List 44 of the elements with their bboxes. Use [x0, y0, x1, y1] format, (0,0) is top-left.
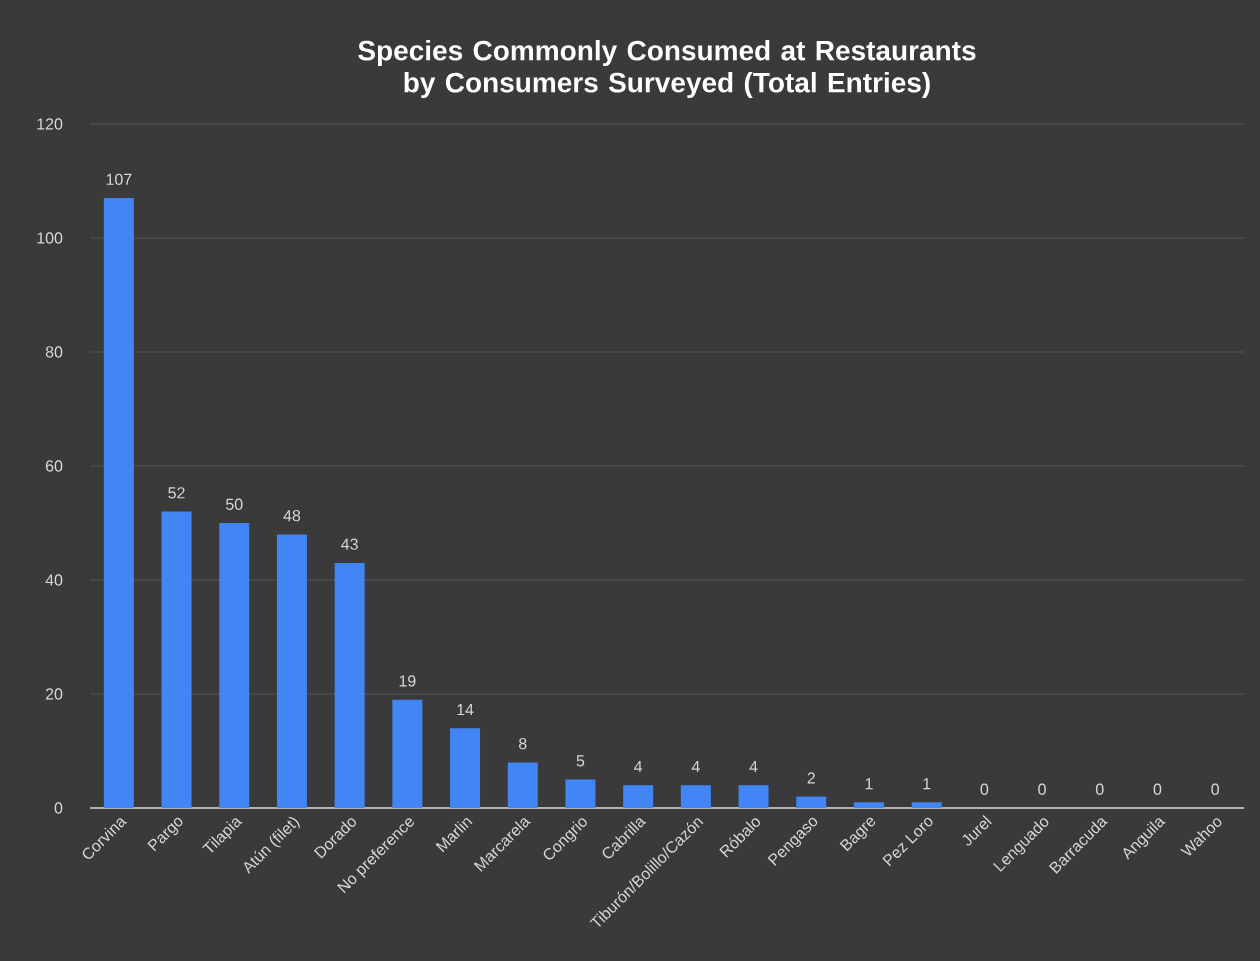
data-label: 52: [168, 487, 185, 499]
data-label: 0: [980, 783, 989, 795]
bar: [450, 728, 481, 808]
x-tick-label: Pez Loro: [882, 817, 933, 867]
bar: [276, 534, 307, 808]
data-label: 1: [923, 778, 931, 790]
data-label: 0: [1038, 783, 1046, 795]
data-label: 0: [1211, 783, 1219, 795]
data-label: 4: [691, 761, 700, 773]
bar: [911, 802, 942, 808]
bar: [680, 785, 711, 808]
bar: [853, 802, 884, 808]
y-tick-label: 20: [45, 688, 63, 700]
data-label: 2: [807, 772, 815, 784]
data-label: 0: [1095, 783, 1104, 795]
y-tick-label: 60: [45, 460, 63, 472]
chart-title: Species Commonly Consumed at Restaurants by Consumers Surveyed (Total Entries): [358, 39, 976, 99]
bar: [796, 796, 827, 808]
y-tick-label: 0: [54, 802, 63, 814]
data-label: 5: [576, 755, 585, 767]
data-label: 14: [457, 704, 474, 716]
bar: [392, 699, 423, 808]
y-tick-label: 40: [45, 574, 63, 586]
bar: [334, 562, 365, 808]
data-label: 50: [225, 498, 243, 510]
bar: [565, 779, 596, 808]
data-label: 4: [634, 761, 643, 773]
y-tick-label: 120: [37, 118, 63, 130]
bar: [219, 522, 250, 808]
bar: [507, 762, 538, 808]
y-tick-label: 80: [45, 346, 63, 358]
data-label: 1: [865, 778, 873, 790]
bar: [103, 198, 134, 808]
data-label: 19: [399, 675, 416, 687]
data-label: 48: [283, 510, 301, 522]
bar: [161, 511, 192, 808]
data-label: 43: [341, 538, 358, 550]
bar: [623, 785, 654, 808]
bar: [738, 785, 769, 808]
data-label: 8: [518, 738, 527, 750]
data-label: 107: [106, 173, 132, 186]
data-label: 4: [749, 761, 758, 773]
data-label: 0: [1153, 783, 1162, 795]
y-tick-label: 100: [37, 232, 63, 244]
